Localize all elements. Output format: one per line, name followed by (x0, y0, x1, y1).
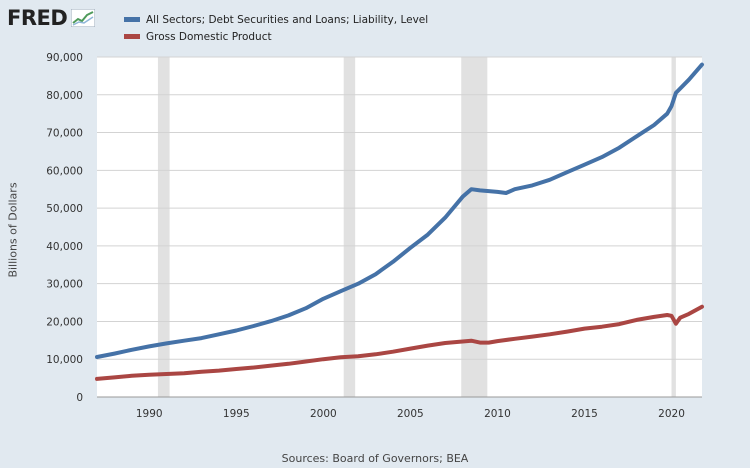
y-tick-label-4: 40,000 (46, 241, 83, 253)
recession-band-1 (343, 57, 356, 397)
legend-label-debt: All Sectors; Debt Securities and Loans; … (146, 13, 429, 26)
legend-item-gdp[interactable]: Gross Domestic Product (124, 28, 428, 45)
y-tick-label-3: 30,000 (46, 279, 83, 291)
y-tick-label-5: 50,000 (46, 203, 83, 215)
x-tick-label-5: 2015 (571, 408, 598, 420)
series-line-1 (95, 304, 704, 381)
y-tick-label-9: 90,000 (46, 52, 83, 64)
trend-line-icon (71, 9, 96, 27)
y-tick-label-7: 70,000 (46, 128, 83, 140)
series-line-0 (95, 62, 704, 359)
x-tick-label-4: 2010 (484, 408, 511, 420)
x-tick-label-1: 1995 (223, 408, 250, 420)
x-tick-label-3: 2005 (397, 408, 424, 420)
chart-legend: All Sectors; Debt Securities and Loans; … (124, 11, 428, 45)
legend-swatch-gdp (124, 34, 140, 39)
x-tick-label-0: 1990 (136, 408, 163, 420)
legend-swatch-debt (124, 17, 140, 22)
recession-band-2 (461, 57, 488, 397)
x-tick-label-2: 2000 (310, 408, 337, 420)
y-tick-label-2: 20,000 (46, 316, 83, 328)
y-tick-label-1: 10,000 (46, 354, 83, 366)
y-tick-label-0: 0 (76, 392, 83, 404)
legend-label-gdp: Gross Domestic Product (146, 30, 272, 43)
recession-band-3 (671, 57, 676, 397)
x-tick-label-6: 2020 (658, 408, 685, 420)
plot-area (97, 57, 702, 397)
recession-band-0 (157, 57, 170, 397)
y-axis-label: Billions of Dollars (6, 182, 20, 278)
fred-logo[interactable]: FRED (7, 6, 96, 30)
legend-item-debt[interactable]: All Sectors; Debt Securities and Loans; … (124, 11, 428, 28)
source-note: Sources: Board of Governors; BEA (281, 452, 469, 465)
y-tick-label-8: 80,000 (46, 90, 83, 102)
logo-text: FRED (7, 6, 68, 30)
y-tick-label-6: 60,000 (46, 165, 83, 177)
